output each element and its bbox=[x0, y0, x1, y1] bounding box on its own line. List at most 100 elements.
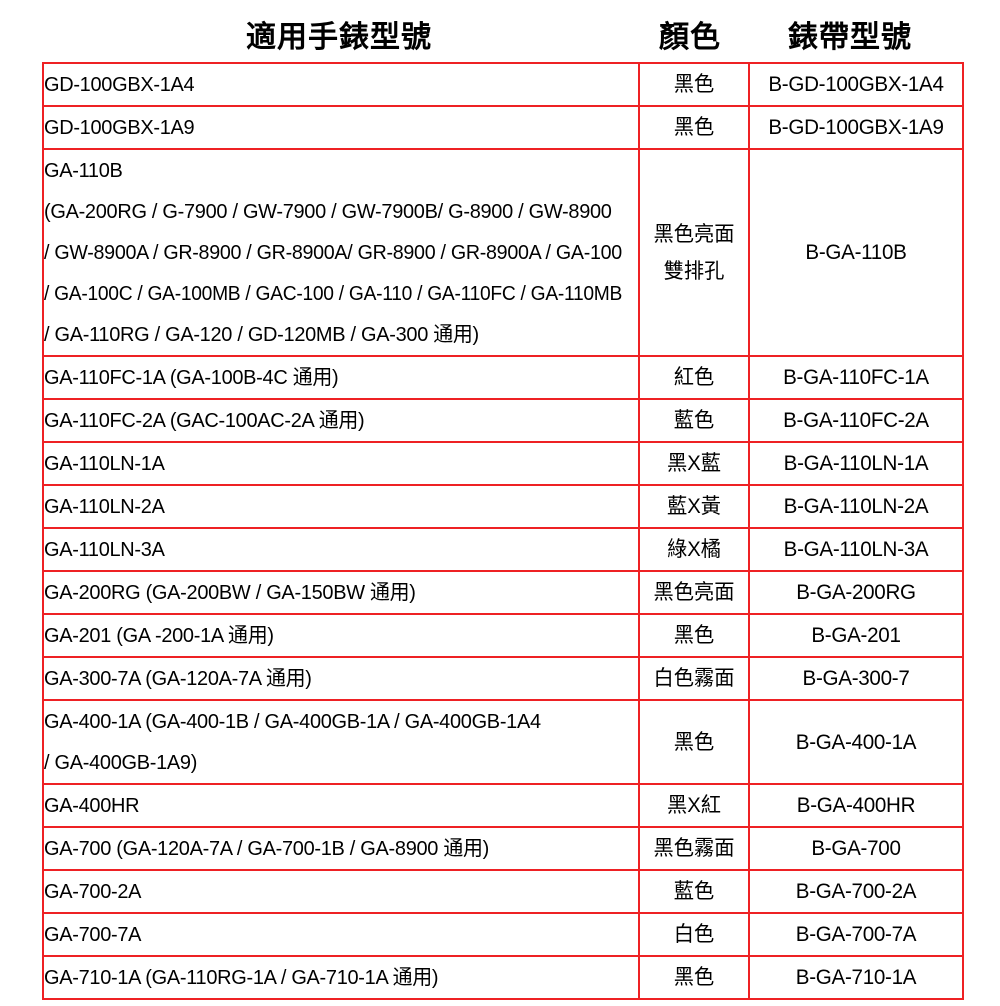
color-cell: 綠X橘 bbox=[638, 527, 750, 572]
strap-model-cell: B-GA-110FC-1A bbox=[748, 355, 964, 400]
strap-model-cell: B-GA-710-1A bbox=[748, 955, 964, 1000]
watch-model-cell: GA-110FC-1A (GA-100B-4C 通用) bbox=[42, 355, 640, 400]
cell-line: 雙排孔 bbox=[663, 259, 725, 283]
cell-line: 藍色 bbox=[673, 880, 715, 903]
cell-line: GD-100GBX-1A4 bbox=[44, 73, 195, 96]
color-cell: 藍X黃 bbox=[638, 484, 750, 529]
watch-model-cell: GA-110B (GA-200RG / G-7900 / GW-7900 / GW… bbox=[42, 148, 640, 357]
cell-line: 紅色 bbox=[673, 366, 715, 389]
cell-line: / GA-400GB-1A9) bbox=[44, 751, 198, 774]
cell-line: 黑X紅 bbox=[667, 794, 721, 817]
cell-line: B-GA-200RG bbox=[796, 581, 916, 604]
color-cell: 黑色 bbox=[638, 105, 750, 150]
table-row: GD-100GBX-1A9 黑色 B-GD-100GBX-1A9 bbox=[42, 105, 964, 150]
cell-line: / GA-100C / GA-100MB / GAC-100 / GA-110 … bbox=[44, 282, 623, 305]
strap-model-cell: B-GA-110LN-1A bbox=[748, 441, 964, 486]
table-row: GA-300-7A (GA-120A-7A 通用) 白色霧面 B-GA-300-… bbox=[42, 656, 964, 701]
color-cell: 黑色 bbox=[638, 62, 750, 107]
cell-line: / GA-110RG / GA-120 / GD-120MB / GA-300 … bbox=[44, 323, 479, 346]
table-row: GA-110FC-2A (GAC-100AC-2A 通用) 藍色 B-GA-11… bbox=[42, 398, 964, 443]
watch-model-cell: GA-700-7A bbox=[42, 912, 640, 957]
color-cell: 黑色霧面 bbox=[638, 826, 750, 871]
table-row: GA-700-2A 藍色 B-GA-700-2A bbox=[42, 869, 964, 914]
strap-model-cell: B-GA-201 bbox=[748, 613, 964, 658]
strap-model-cell: B-GA-200RG bbox=[748, 570, 964, 615]
cell-line: 藍X黃 bbox=[667, 495, 721, 518]
cell-line: 藍色 bbox=[673, 409, 715, 432]
table-row: GA-110LN-3A 綠X橘 B-GA-110LN-3A bbox=[42, 527, 964, 572]
cell-line: B-GA-400HR bbox=[796, 794, 916, 817]
table-body: GD-100GBX-1A4 黑色 B-GD-100GBX-1A4 GD-100G… bbox=[42, 62, 964, 1000]
table-row: GA-110LN-2A 藍X黃 B-GA-110LN-2A bbox=[42, 484, 964, 529]
cell-line: B-GA-110FC-2A bbox=[783, 409, 929, 432]
table-row: GA-400-1A (GA-400-1B / GA-400GB-1A / GA-… bbox=[42, 699, 964, 785]
cell-line: 黑色 bbox=[673, 966, 715, 989]
cell-line: B-GA-110LN-3A bbox=[783, 538, 929, 561]
band-compatibility-table: GD-100GBX-1A4 黑色 B-GD-100GBX-1A4 GD-100G… bbox=[42, 62, 964, 1000]
cell-line: GA-110B bbox=[44, 159, 123, 182]
watch-model-cell: GA-110LN-2A bbox=[42, 484, 640, 529]
cell-line: B-GA-110FC-1A bbox=[783, 366, 929, 389]
strap-model-cell: B-GA-110LN-3A bbox=[748, 527, 964, 572]
cell-line: B-GA-201 bbox=[811, 624, 901, 647]
cell-line: 黑色 bbox=[673, 116, 715, 139]
color-cell: 白色霧面 bbox=[638, 656, 750, 701]
strap-model-cell: B-GA-400-1A bbox=[748, 699, 964, 785]
cell-line: GA-110LN-3A bbox=[44, 538, 165, 561]
watch-model-cell: GA-110FC-2A (GAC-100AC-2A 通用) bbox=[42, 398, 640, 443]
cell-line: (GA-200RG / G-7900 / GW-7900 / GW-7900B/… bbox=[44, 200, 612, 223]
watch-model-cell: GA-110LN-3A bbox=[42, 527, 640, 572]
cell-line: 黑色亮面 bbox=[653, 222, 735, 246]
cell-line: 黑色 bbox=[673, 730, 715, 754]
cell-line: 黑色霧面 bbox=[653, 837, 735, 860]
cell-line: 綠X橘 bbox=[667, 538, 721, 561]
watch-model-cell: GA-700 (GA-120A-7A / GA-700-1B / GA-8900… bbox=[42, 826, 640, 871]
watch-model-cell: GA-400-1A (GA-400-1B / GA-400GB-1A / GA-… bbox=[42, 699, 640, 785]
strap-model-cell: B-GA-300-7 bbox=[748, 656, 964, 701]
cell-line: GA-200RG (GA-200BW / GA-150BW 通用) bbox=[44, 581, 416, 604]
table-row: GA-700-7A 白色 B-GA-700-7A bbox=[42, 912, 964, 957]
cell-line: B-GD-100GBX-1A4 bbox=[768, 73, 944, 96]
cell-line: B-GA-300-7 bbox=[802, 667, 910, 690]
strap-model-cell: B-GA-700-7A bbox=[748, 912, 964, 957]
color-cell: 黑X藍 bbox=[638, 441, 750, 486]
color-cell: 藍色 bbox=[638, 398, 750, 443]
cell-line: 黑色亮面 bbox=[653, 581, 735, 604]
table-row: GA-110FC-1A (GA-100B-4C 通用) 紅色 B-GA-110F… bbox=[42, 355, 964, 400]
cell-line: B-GA-110LN-1A bbox=[783, 452, 929, 475]
watch-model-cell: GA-201 (GA -200-1A 通用) bbox=[42, 613, 640, 658]
cell-line: GA-110FC-1A (GA-100B-4C 通用) bbox=[44, 366, 339, 389]
watch-model-cell: GD-100GBX-1A9 bbox=[42, 105, 640, 150]
table-row: GA-710-1A (GA-110RG-1A / GA-710-1A 通用) 黑… bbox=[42, 955, 964, 1000]
cell-line: GA-110FC-2A (GAC-100AC-2A 通用) bbox=[44, 409, 365, 432]
watch-model-cell: GA-710-1A (GA-110RG-1A / GA-710-1A 通用) bbox=[42, 955, 640, 1000]
header-color: 顏色 bbox=[659, 21, 721, 54]
strap-model-cell: B-GA-400HR bbox=[748, 783, 964, 828]
color-cell: 黑X紅 bbox=[638, 783, 750, 828]
strap-model-cell: B-GA-110FC-2A bbox=[748, 398, 964, 443]
table-row: GA-110LN-1A 黑X藍 B-GA-110LN-1A bbox=[42, 441, 964, 486]
cell-line: B-GA-700-2A bbox=[795, 880, 917, 903]
cell-line: GA-110LN-2A bbox=[44, 495, 165, 518]
strap-model-cell: B-GA-110LN-2A bbox=[748, 484, 964, 529]
color-cell: 黑色 bbox=[638, 955, 750, 1000]
cell-line: GD-100GBX-1A9 bbox=[44, 116, 195, 139]
cell-line: B-GA-110LN-2A bbox=[783, 495, 929, 518]
strap-model-cell: B-GA-110B bbox=[748, 148, 964, 357]
table-header-row: 適用手錶型號 顏色 錶帶型號 bbox=[42, 6, 956, 62]
cell-line: GA-300-7A (GA-120A-7A 通用) bbox=[44, 667, 312, 690]
cell-line: GA-700 (GA-120A-7A / GA-700-1B / GA-8900… bbox=[44, 837, 490, 860]
compatibility-sheet: 適用手錶型號 顏色 錶帶型號 GD-100GBX-1A4 黑色 B-GD-100… bbox=[42, 6, 964, 1000]
cell-line: B-GA-700-7A bbox=[795, 923, 917, 946]
table-row: GA-700 (GA-120A-7A / GA-700-1B / GA-8900… bbox=[42, 826, 964, 871]
table-row: GA-201 (GA -200-1A 通用) 黑色 B-GA-201 bbox=[42, 613, 964, 658]
watch-model-cell: GA-400HR bbox=[42, 783, 640, 828]
cell-line: GA-700-2A bbox=[44, 880, 142, 903]
color-cell: 藍色 bbox=[638, 869, 750, 914]
strap-model-cell: B-GD-100GBX-1A4 bbox=[748, 62, 964, 107]
watch-model-cell: GD-100GBX-1A4 bbox=[42, 62, 640, 107]
watch-model-cell: GA-300-7A (GA-120A-7A 通用) bbox=[42, 656, 640, 701]
table-row: GA-200RG (GA-200BW / GA-150BW 通用) 黑色亮面 B… bbox=[42, 570, 964, 615]
cell-line: 黑色 bbox=[673, 624, 715, 647]
watch-model-cell: GA-700-2A bbox=[42, 869, 640, 914]
